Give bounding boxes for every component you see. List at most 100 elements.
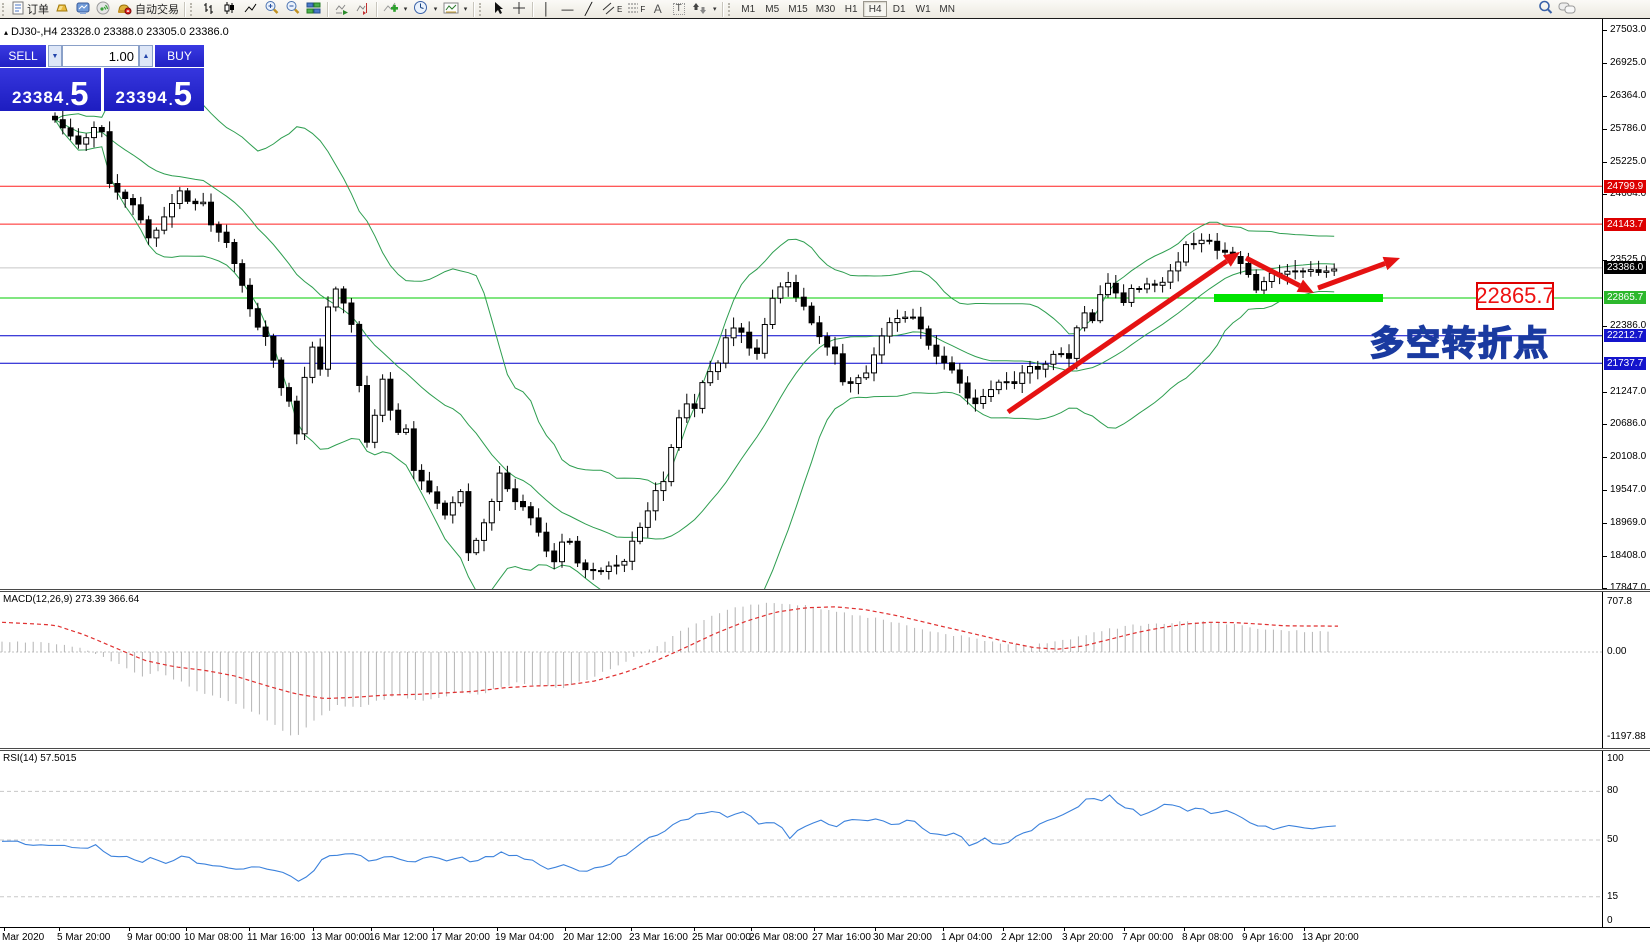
- rsi-scale-label: 15: [1607, 891, 1619, 902]
- candlestick-icon: [222, 1, 237, 18]
- timeframe-m1[interactable]: M1: [741, 3, 756, 15]
- timeframe-h4[interactable]: H4: [863, 1, 888, 17]
- macd-panel[interactable]: [0, 592, 1602, 748]
- panel-divider[interactable]: [0, 748, 1650, 751]
- symbol-marker-icon: ▴: [4, 28, 9, 37]
- periods-icon: [413, 0, 428, 18]
- price-tick: 21247.0: [1603, 386, 1646, 398]
- bar-chart-button[interactable]: [198, 1, 219, 18]
- sell-price[interactable]: 23384 . 5: [0, 68, 101, 111]
- crosshair-button[interactable]: [508, 1, 529, 18]
- periods-button[interactable]: [410, 1, 431, 18]
- main-chart[interactable]: [0, 19, 1602, 589]
- macd-scale-label: -1197.88: [1607, 731, 1646, 742]
- time-label: 20 Mar 12:00: [563, 932, 622, 943]
- panel-divider[interactable]: [0, 589, 1650, 592]
- fibonacci-button[interactable]: F: [624, 1, 647, 18]
- search-button[interactable]: [1535, 0, 1556, 18]
- time-tick: [751, 928, 752, 931]
- price-tick: 20108.0: [1603, 451, 1646, 463]
- volume-input[interactable]: [62, 45, 139, 67]
- new-order-button[interactable]: 订单: [10, 1, 51, 18]
- rsi-panel[interactable]: [0, 751, 1602, 927]
- market-watch-button[interactable]: [51, 1, 72, 18]
- rsi-scale-label: 80: [1607, 785, 1619, 796]
- time-label: 9 Apr 16:00: [1242, 932, 1294, 943]
- toolbar-grip[interactable]: [479, 2, 484, 16]
- timeframe-m15[interactable]: M15: [788, 3, 808, 15]
- periods-dropdown[interactable]: ▾: [433, 6, 438, 13]
- chat-button[interactable]: [1556, 1, 1578, 18]
- arrows-dropdown[interactable]: ▾: [712, 6, 717, 13]
- toolbar-grip[interactable]: [2, 2, 7, 16]
- zoom-out-button[interactable]: [282, 1, 303, 18]
- time-axis[interactable]: Mar 2020 5 Mar 20:00 9 Mar 00:00 10 Mar 08:…: [0, 927, 1650, 946]
- indicators-button[interactable]: [380, 1, 401, 18]
- price-axis[interactable]: 27503.0 26925.0 26364.0 25786.0 25225.0 24664…: [1602, 19, 1650, 927]
- toolbar-separator: [722, 1, 724, 17]
- time-tick: [1124, 928, 1125, 931]
- text-label-button[interactable]: T: [668, 1, 689, 18]
- arrows-button[interactable]: [689, 1, 710, 18]
- navigator-button[interactable]: [72, 1, 93, 18]
- price-tick: 17847.0: [1603, 582, 1646, 594]
- rsi-scale-label: 50: [1607, 834, 1619, 845]
- toolbar-grip[interactable]: [728, 2, 733, 16]
- time-label: 25 Mar 00:00: [692, 932, 751, 943]
- sell-button[interactable]: SELL: [0, 45, 46, 67]
- templates-button[interactable]: [440, 1, 461, 18]
- chart-shift-icon: [355, 1, 370, 18]
- cursor-button[interactable]: [487, 1, 508, 18]
- time-tick: [631, 928, 632, 931]
- trendline-button[interactable]: ╱: [578, 1, 599, 18]
- signals-button[interactable]: [93, 1, 114, 18]
- price-tick: 27503.0: [1603, 24, 1646, 36]
- buy-button[interactable]: BUY: [155, 45, 204, 67]
- vertical-line-button[interactable]: │: [536, 1, 557, 18]
- time-label: 10 Mar 08:00: [184, 932, 243, 943]
- volume-decrease-button[interactable]: ▼: [48, 45, 62, 67]
- candlestick-chart-button[interactable]: [219, 1, 240, 18]
- timeframe-d1[interactable]: D1: [892, 3, 906, 15]
- signals-icon: [96, 1, 111, 18]
- equidistant-channel-button[interactable]: E: [599, 1, 624, 18]
- vertical-line-icon: │: [542, 2, 551, 16]
- autotrading-icon: [116, 1, 133, 18]
- tile-windows-button[interactable]: [303, 1, 324, 18]
- autotrading-button[interactable]: 自动交易: [114, 1, 181, 18]
- timeframe-h1[interactable]: H1: [844, 3, 858, 15]
- toolbar-grip[interactable]: [190, 2, 195, 16]
- timeframe-w1[interactable]: W1: [915, 3, 931, 15]
- zoom-in-button[interactable]: [261, 1, 282, 18]
- time-tick: [943, 928, 944, 931]
- price-level-label: 23386.0: [1604, 261, 1647, 274]
- time-label: 9 Mar 00:00: [127, 932, 181, 943]
- time-tick: [814, 928, 815, 931]
- macd-label: MACD(12,26,9) 273.39 366.64: [3, 594, 140, 605]
- toolbar-separator: [532, 1, 533, 17]
- line-chart-button[interactable]: [240, 1, 261, 18]
- horizontal-line-button[interactable]: —: [557, 1, 578, 18]
- time-label: 17 Mar 20:00: [431, 932, 490, 943]
- chart-shift-button[interactable]: [352, 1, 373, 18]
- timeframe-m30[interactable]: M30: [815, 3, 836, 15]
- auto-scroll-icon: [334, 1, 349, 18]
- price-tick: 18408.0: [1603, 550, 1646, 562]
- timeframe-mn[interactable]: MN: [939, 3, 955, 15]
- volume-increase-button[interactable]: ▲: [139, 45, 153, 67]
- buy-price-int: 23394: [115, 88, 168, 107]
- crosshair-icon: [512, 1, 526, 18]
- timeframe-m5[interactable]: M5: [765, 3, 780, 15]
- rsi-scale-label: 100: [1607, 753, 1624, 764]
- indicators-dropdown[interactable]: ▾: [403, 6, 408, 13]
- text-button[interactable]: A: [647, 1, 668, 18]
- buy-price[interactable]: 23394 . 5: [103, 68, 204, 111]
- time-label: 8 Apr 08:00: [1182, 932, 1234, 943]
- bar-chart-icon: [201, 1, 216, 18]
- auto-scroll-button[interactable]: [331, 1, 352, 18]
- rsi-label: RSI(14) 57.5015: [3, 753, 77, 764]
- time-label: 2 Apr 12:00: [1001, 932, 1053, 943]
- zoom-out-icon: [285, 0, 300, 18]
- time-tick: [1064, 928, 1065, 931]
- templates-dropdown[interactable]: ▾: [463, 6, 468, 13]
